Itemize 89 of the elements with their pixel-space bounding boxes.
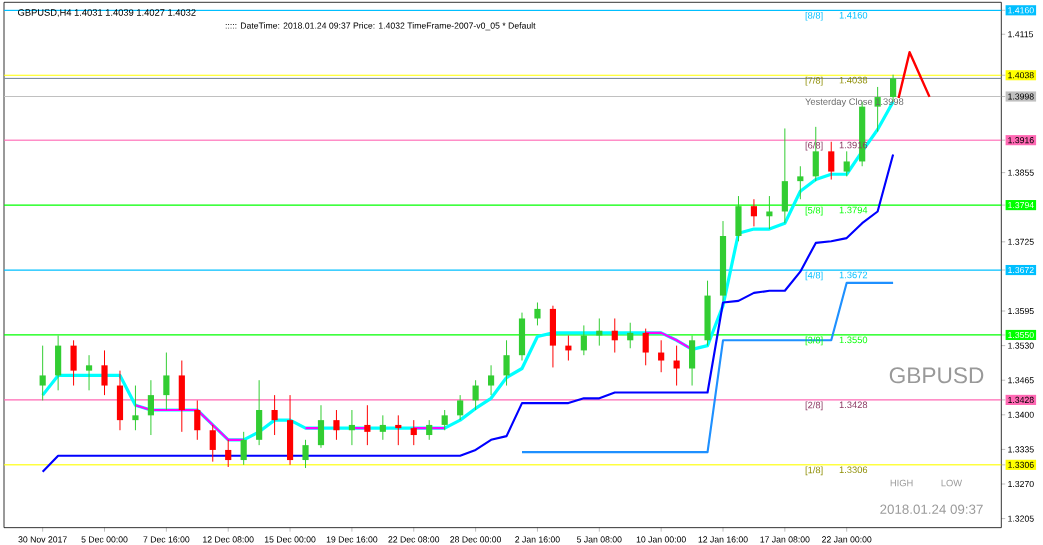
y-tick-label: 1.3428 (1008, 396, 1034, 403)
y-tick-label: 1.3465 (1008, 377, 1034, 384)
text: GBPUSD,H4 1.4031 1.4039 1.4027 1.4032 (18, 9, 196, 17)
y-tick-label: 1.3595 (1008, 307, 1034, 315)
x-tick-label: 17 Jan 08:00 (760, 536, 810, 543)
candlestick (364, 404, 371, 446)
y-tick-label: 1.4115 (1008, 31, 1034, 38)
annotation: HIGH (890, 479, 913, 487)
y-tick-label: 1.3916 (1008, 137, 1034, 144)
x-tick-label: 22 Dec 08:00 (388, 536, 440, 543)
candlestick (132, 385, 139, 431)
annotation: [4/8] (805, 271, 823, 281)
candlestick (240, 431, 247, 466)
x-tick-label: 22 Jan 00:00 (822, 536, 872, 543)
annotation: 1.3550 (839, 336, 868, 344)
x-tick-label: 12 Jan 16:00 (698, 536, 748, 543)
y-tick-label: 1.3270 (1008, 480, 1034, 488)
candlestick (225, 439, 232, 468)
y-tick-label: 1.3205 (1008, 515, 1034, 522)
annotation: GBPUSD (889, 367, 984, 384)
y-tick-label: 1.3794 (1008, 202, 1034, 209)
candlestick (441, 409, 448, 431)
candlestick (85, 354, 93, 391)
annotation: [2/8] (805, 401, 823, 411)
annotation: [5/8] (805, 206, 823, 216)
x-tick-label: 2 Jan 16:00 (515, 536, 560, 543)
y-tick-label: 1.3998 (1008, 93, 1034, 100)
candlestick (163, 352, 170, 411)
candlestick (580, 324, 587, 356)
candlestick (410, 419, 417, 446)
candlestick (194, 399, 201, 441)
annotation: 1.4038 (839, 76, 868, 84)
candlestick (487, 364, 495, 396)
y-tick-label: 1.3550 (1008, 331, 1034, 339)
candlestick (472, 379, 479, 411)
annotation: 1.3306 (839, 466, 868, 474)
candlestick (658, 339, 665, 373)
annotation: 1.3672 (839, 271, 868, 279)
x-tick-label: 12 Dec 08:00 (203, 536, 254, 543)
y-tick-label: 1.3530 (1008, 342, 1034, 349)
x-tick-label: 7 Dec 16:00 (143, 536, 190, 543)
y-tick-label: 1.4038 (1008, 72, 1034, 79)
candlestick (209, 424, 216, 463)
candlestick (101, 349, 108, 396)
candlestick (534, 302, 541, 326)
x-tick-label: 10 Jan 00:00 (636, 536, 686, 543)
y-tick-label: 1.3306 (1008, 461, 1034, 468)
candlestick (302, 439, 309, 469)
x-tick-label: 5 Dec 00:00 (81, 536, 128, 543)
annotation: 1.3794 (839, 206, 868, 214)
y-tick-label: 1.3855 (1008, 169, 1034, 176)
candlestick (843, 150, 850, 177)
annotation: 2018.01.24 09:37 (880, 504, 983, 514)
x-tick-label: 19 Dec 16:00 (326, 536, 378, 543)
candlestick (797, 165, 804, 200)
text: ::::: DateTime: 2018.01.24 09:37 Price: 1.4032 TimeFrame-2007-v0_05 * Default (225, 22, 536, 31)
candlestick (457, 394, 464, 421)
candlestick (611, 317, 618, 354)
candlestick (766, 195, 773, 230)
y-tick-label: 1.3672 (1008, 266, 1034, 274)
x-tick-label: 30 Nov 2017 (18, 536, 67, 543)
candlestick (271, 394, 278, 436)
x-tick-label: 15 Dec 00:00 (264, 536, 316, 543)
candlestick (333, 409, 340, 441)
annotation: [7/8] (805, 76, 823, 86)
candlestick (147, 379, 154, 436)
x-tick-label: 28 Dec 00:00 (450, 536, 502, 543)
candlestick (596, 317, 603, 347)
candlestick (673, 345, 680, 387)
candlestick (395, 414, 402, 446)
candlestick (348, 409, 356, 446)
y-tick-label: 1.3335 (1008, 446, 1034, 453)
candlestick (627, 322, 634, 349)
y-tick-label: 1.4160 (1008, 7, 1034, 14)
annotation: [8/8] (805, 11, 823, 21)
annotation: [1/8] (805, 466, 823, 476)
candlestick (503, 339, 510, 387)
candlestick (379, 414, 386, 441)
text: LOW (941, 479, 963, 487)
y-tick-label: 1.3725 (1008, 238, 1034, 245)
candlestick (426, 419, 433, 441)
annotation: 1.3428 (839, 401, 868, 409)
candlestick (750, 198, 758, 227)
candlestick (642, 328, 649, 366)
candlestick (828, 141, 835, 181)
y-tick-label: 1.3400 (1008, 411, 1034, 418)
annotation: 1.4160 (839, 11, 868, 19)
x-tick-label: 5 Jan 08:00 (577, 536, 622, 543)
candlestick (39, 345, 46, 401)
